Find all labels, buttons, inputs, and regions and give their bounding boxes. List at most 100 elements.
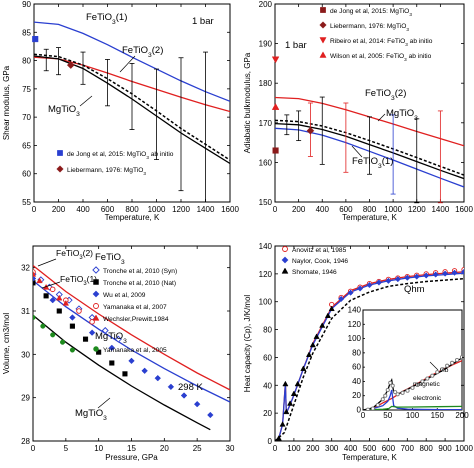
c-xtick-label: 30 xyxy=(226,444,235,453)
c-legend-label: Wechsler,Prewitt,1984 xyxy=(103,316,169,323)
panel-volume-pressure: 0 5 10 15 20 25 30 28 29 30 31 32 Pressure, GPa Volum… xyxy=(2,245,235,462)
b-legend-label: Ribeiro et al, 2014: FeTiO3​ ab initio xyxy=(330,38,433,47)
a-xtick-label: 1200 xyxy=(172,205,190,214)
c-series-fetio3-2--line xyxy=(33,264,230,391)
d-data-point xyxy=(338,295,345,303)
a-legend-marker xyxy=(56,165,64,173)
b-leader-mgtio3 xyxy=(377,113,386,122)
d-label-qhm: Qhm xyxy=(404,284,425,295)
a-xtick-label: 0 xyxy=(32,205,37,214)
a-label-fetio3-2: FeTiO3​(2) xyxy=(122,45,163,59)
c-data-point xyxy=(114,335,122,343)
d-inset-data-point xyxy=(454,357,460,363)
c-xtick-label: 5 xyxy=(64,444,69,453)
d-inset-data-point xyxy=(425,376,430,381)
a-leader-fetio3-2 xyxy=(119,55,136,73)
d-data-point xyxy=(294,380,301,387)
d-data-point xyxy=(275,435,282,441)
d-legend-label: Naylor, Cook, 1946 xyxy=(292,258,348,265)
a-leader-mgtio3 xyxy=(79,95,93,107)
c-data-point xyxy=(50,332,56,338)
a-xtick-label: 1000 xyxy=(148,205,166,214)
d-data-point xyxy=(441,270,449,277)
c-ytick-label: 30 xyxy=(21,350,30,359)
c-data-point xyxy=(49,296,56,304)
a-ytick-label: 60 xyxy=(22,170,31,179)
b-legend-marker xyxy=(320,7,326,13)
a-series-fetio3-1--line xyxy=(34,21,230,102)
c-data-point xyxy=(49,286,56,293)
a-data-point xyxy=(66,61,75,69)
d-xtick-label: 900 xyxy=(438,444,452,453)
d-data-point xyxy=(451,269,458,276)
c-legend-marker xyxy=(92,290,100,298)
d-data-point xyxy=(283,408,290,415)
c-ytick-label: 32 xyxy=(21,264,30,273)
c-data-point xyxy=(33,314,36,321)
c-data-point xyxy=(36,277,43,284)
d-inset-data-point xyxy=(440,367,445,372)
d-inset-data-point xyxy=(400,390,405,395)
d-data-point xyxy=(290,390,297,397)
d-y-axis-label: Heat capacity (Cp), J/K/mol xyxy=(243,295,252,393)
c-x-axis-label: Pressure, GPa xyxy=(105,453,158,462)
c-data-point xyxy=(60,339,66,345)
d-ytick-label: 140 xyxy=(259,242,273,251)
c-label-temperature: 298 K xyxy=(178,382,203,393)
d-data-point xyxy=(413,273,420,280)
a-ytick-label: 55 xyxy=(22,198,31,207)
b-y-axis-label: Adiabatic bulkmodulus, GPa xyxy=(243,52,252,153)
c-legend-heading-mgtio3: MgTiO3​ xyxy=(95,331,127,345)
c-label-fetio3-1: FeTiO3​(1) xyxy=(60,274,97,287)
a-ytick-label: 75 xyxy=(22,85,31,94)
c-xtick-label: 0 xyxy=(31,444,36,453)
d-data-point xyxy=(385,277,392,284)
c-data-point xyxy=(109,360,115,366)
c-legend-label: Yamanaka et al, 2005 xyxy=(103,347,167,354)
b-xtick-label: 0 xyxy=(273,205,278,214)
c-label-mgtio3: MgTiO3​ xyxy=(75,408,107,422)
d-data-point xyxy=(319,322,326,328)
d-ytick-label: 0 xyxy=(268,437,273,446)
d-data-point xyxy=(404,274,411,281)
c-series-mgtio3-line xyxy=(33,314,211,431)
a-ytick-label: 65 xyxy=(22,141,31,150)
b-xtick-label: 1000 xyxy=(384,205,402,214)
a-ytick-label: 85 xyxy=(22,28,31,37)
b-data-point xyxy=(306,126,315,135)
d-inset-data-point xyxy=(410,385,415,390)
d-inset-data-point xyxy=(445,363,450,368)
a-xtick-label: 800 xyxy=(125,205,139,214)
c-data-point xyxy=(96,349,102,355)
a-data-point xyxy=(32,36,39,43)
b-legend-label: Liebermann, 1976: MgTiO3​ xyxy=(330,23,409,32)
d-inset-ytick-label: 100 xyxy=(348,334,362,343)
d-data-point xyxy=(375,279,383,286)
c-legend-marker xyxy=(92,266,100,274)
d-legend-marker xyxy=(282,246,288,252)
c-series-group xyxy=(33,264,230,431)
c-legend-label: Yamanaka et al, 2007 xyxy=(103,304,167,311)
d-xtick-label: 400 xyxy=(344,444,358,453)
d-inset-data-point xyxy=(405,388,410,393)
b-xtick-label: 1600 xyxy=(455,205,473,214)
a-label-fetio3-1: FeTiO3​(1) xyxy=(86,12,127,26)
d-xtick-label: 1000 xyxy=(455,444,473,453)
d-data-point xyxy=(394,276,401,283)
b-xtick-label: 400 xyxy=(316,205,330,214)
d-ytick-label: 100 xyxy=(259,298,273,307)
c-legend-label: Wu et al, 2009 xyxy=(103,292,146,299)
c-data-point xyxy=(207,411,214,419)
a-ytick-label: 70 xyxy=(22,113,31,122)
d-xtick-label: 600 xyxy=(382,444,396,453)
d-data-point xyxy=(324,312,331,319)
d-inset-series-magnetic-line xyxy=(363,389,462,410)
d-inset-xtick-label: 150 xyxy=(431,411,445,420)
c-legend-label: Tronche et al, 2010 (Syn) xyxy=(103,268,177,275)
b-label-mgtio3: MgTiO3​ xyxy=(386,108,418,122)
b-label-fetio3-2: FeTiO3​(2) xyxy=(365,88,406,102)
a-xtick-label: 1400 xyxy=(197,205,215,214)
d-data-point xyxy=(305,351,313,358)
c-legend-marker xyxy=(93,303,99,309)
